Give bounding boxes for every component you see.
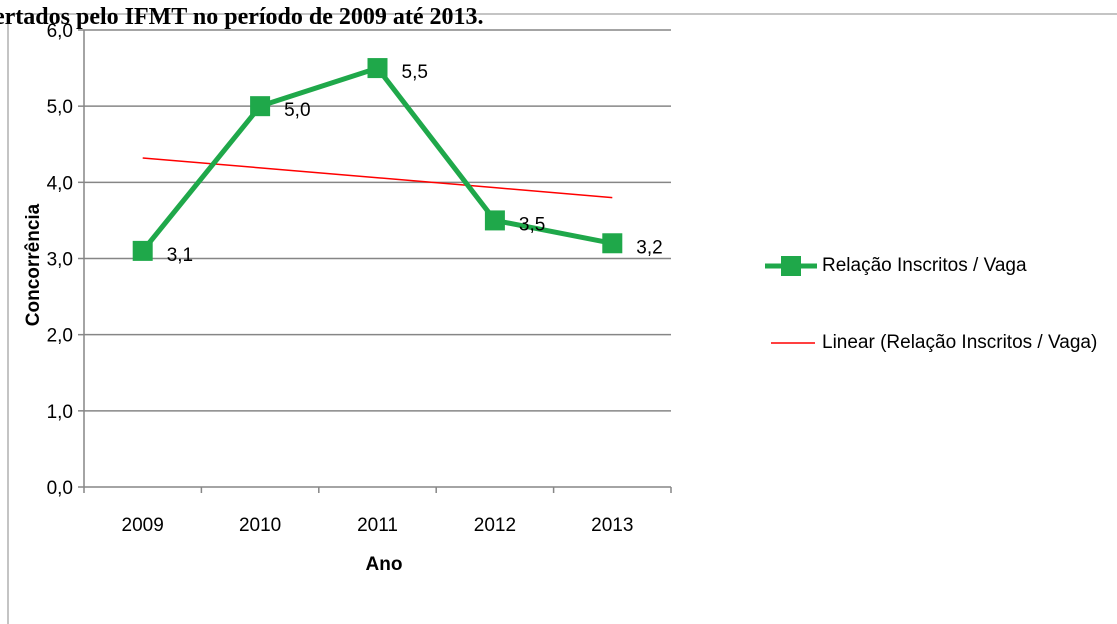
legend-label: Linear (Relação Inscritos / Vaga)	[822, 332, 1098, 353]
legend-label: Relação Inscritos / Vaga	[822, 255, 1027, 276]
data-point	[132, 240, 153, 261]
data-label: 5,5	[402, 62, 428, 83]
x-tick-label: 2010	[239, 515, 281, 536]
data-label: 3,5	[519, 214, 545, 235]
x-tick-label: 2011	[357, 515, 398, 536]
data-point	[484, 210, 505, 231]
chart-title: ertados pelo IFMT no período de 2009 até…	[0, 4, 484, 30]
y-tick-label: 1,0	[47, 402, 73, 423]
y-tick-label: 4,0	[47, 173, 73, 194]
y-tick-label: 3,0	[47, 250, 73, 271]
legend-entry: Linear (Relação Inscritos / Vaga)	[822, 332, 1098, 353]
x-tick-label: 2009	[122, 515, 164, 536]
y-tick-label: 5,0	[47, 97, 73, 118]
y-tick-label: 0,0	[47, 478, 73, 499]
data-point	[602, 233, 623, 254]
data-point	[250, 96, 271, 117]
data-label: 3,1	[167, 245, 193, 266]
legend-marker	[781, 256, 801, 276]
y-axis-label: Concorrência	[23, 203, 44, 326]
y-tick-label: 6,0	[47, 21, 73, 42]
data-label: 3,2	[636, 237, 662, 258]
series-line	[142, 157, 613, 199]
x-tick-label: 2012	[474, 515, 516, 536]
chart-frame	[7, 13, 1117, 624]
legend-entry: Relação Inscritos / Vaga	[822, 255, 1027, 276]
data-label: 5,0	[284, 100, 310, 121]
data-point	[367, 58, 388, 79]
x-tick-label: 2013	[591, 515, 633, 536]
x-axis-label: Ano	[366, 554, 403, 575]
y-tick-label: 2,0	[47, 326, 73, 347]
